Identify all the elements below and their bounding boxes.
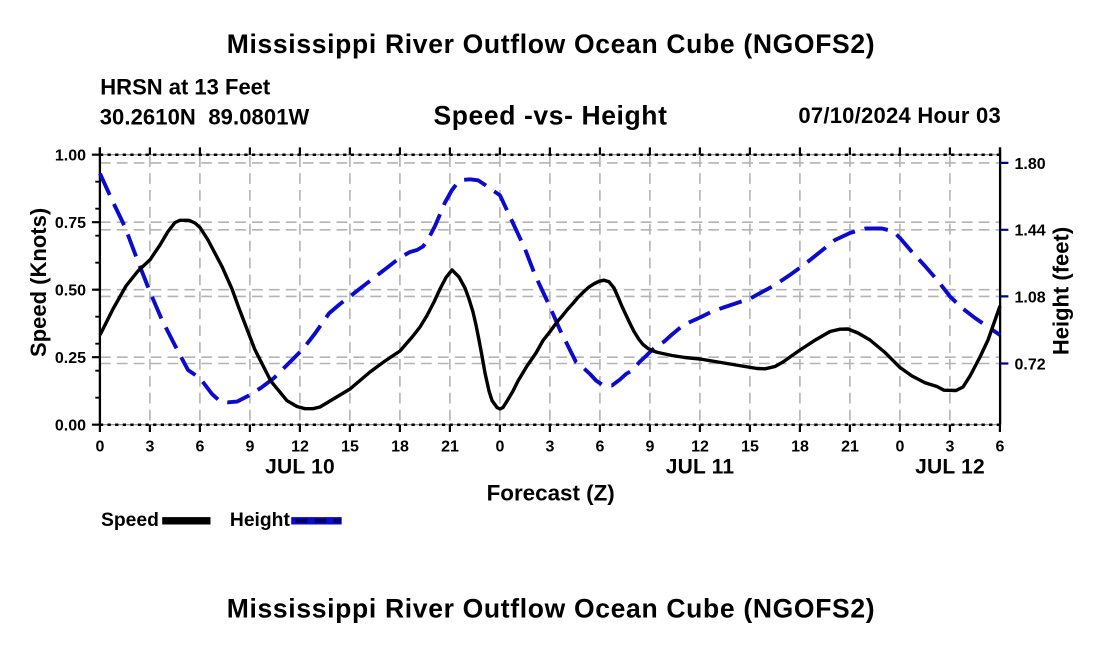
svg-text:0.72: 0.72 <box>1015 356 1046 373</box>
svg-text:1.00: 1.00 <box>55 148 86 165</box>
svg-text:HRSN at 13 Feet: HRSN at 13 Feet <box>100 75 271 100</box>
svg-text:Height: Height <box>230 510 291 531</box>
svg-text:0.00: 0.00 <box>55 418 86 435</box>
svg-text:9: 9 <box>246 438 255 455</box>
svg-text:3: 3 <box>146 438 155 455</box>
svg-text:0: 0 <box>896 438 905 455</box>
svg-text:21: 21 <box>841 438 859 455</box>
svg-text:15: 15 <box>341 438 359 455</box>
svg-text:Speed: Speed <box>101 510 159 531</box>
svg-text:Mississippi River Outflow Ocea: Mississippi River Outflow Ocean Cube (NG… <box>227 29 876 59</box>
svg-text:15: 15 <box>741 438 759 455</box>
svg-text:30.2610N 89.0801W: 30.2610N 89.0801W <box>100 105 310 130</box>
svg-text:Speed -vs- Height: Speed -vs- Height <box>433 101 667 131</box>
svg-text:1.44: 1.44 <box>1015 223 1046 240</box>
svg-text:6: 6 <box>996 438 1005 455</box>
svg-text:0: 0 <box>496 438 505 455</box>
svg-text:Height (feet): Height (feet) <box>1049 227 1074 355</box>
svg-text:6: 6 <box>596 438 605 455</box>
svg-text:JUL 12: JUL 12 <box>915 456 985 479</box>
svg-text:3: 3 <box>946 438 955 455</box>
svg-text:JUL 10: JUL 10 <box>265 456 335 479</box>
svg-text:3: 3 <box>546 438 555 455</box>
svg-text:18: 18 <box>391 438 409 455</box>
svg-text:JUL 11: JUL 11 <box>666 456 735 479</box>
svg-text:07/10/2024 Hour 03: 07/10/2024 Hour 03 <box>798 103 1001 128</box>
svg-text:Speed (Knots): Speed (Knots) <box>26 208 51 357</box>
svg-text:0: 0 <box>96 438 105 455</box>
svg-text:12: 12 <box>691 438 709 455</box>
svg-text:0.75: 0.75 <box>55 215 86 232</box>
svg-text:0.50: 0.50 <box>55 283 86 300</box>
svg-text:Forecast (Z): Forecast (Z) <box>487 481 615 506</box>
svg-text:1.08: 1.08 <box>1015 289 1046 306</box>
svg-text:1.80: 1.80 <box>1015 156 1046 173</box>
svg-text:0.25: 0.25 <box>55 350 86 367</box>
svg-text:Mississippi River Outflow Ocea: Mississippi River Outflow Ocean Cube (NG… <box>227 593 876 623</box>
svg-text:9: 9 <box>646 438 655 455</box>
svg-text:21: 21 <box>441 438 459 455</box>
svg-text:18: 18 <box>791 438 809 455</box>
svg-text:12: 12 <box>291 438 309 455</box>
svg-text:6: 6 <box>196 438 205 455</box>
